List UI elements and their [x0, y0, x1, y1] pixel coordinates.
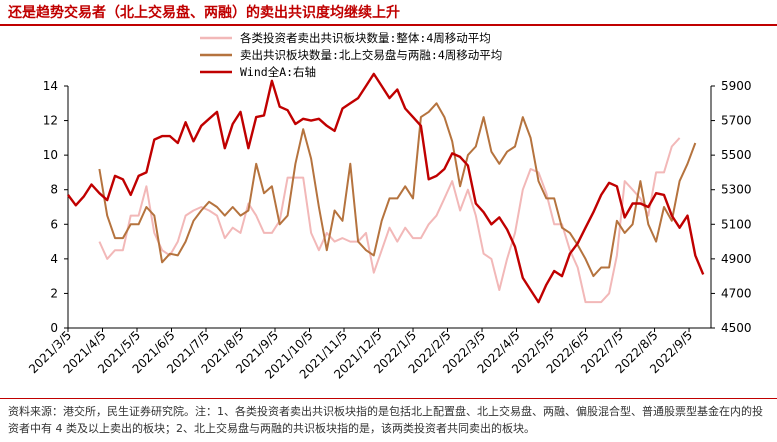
left-tick-label: 10 — [43, 148, 58, 162]
legend-label: Wind全A:右轴 — [240, 65, 316, 79]
overall-consensus-line — [98, 137, 681, 304]
footer-divider — [0, 398, 777, 399]
right-tick-label: 4700 — [721, 286, 752, 300]
left-tick-label: 0 — [50, 321, 58, 335]
left-tick-label: 6 — [50, 217, 58, 231]
northbound-margin-consensus-line — [98, 102, 697, 278]
chart-title: 还是趋势交易者（北上交易盘、两融）的卖出共识度均继续上升 — [8, 5, 400, 21]
left-tick-label: 8 — [50, 183, 58, 197]
left-tick-label: 4 — [50, 252, 58, 266]
line-chart: 0 2 4 6 8 10 12 14 4500 4700 4900 5100 5300 5500 5700 5… — [26, 31, 752, 382]
legend-label: 各类投资者卖出共识板块数量:整体:4周移动平均 — [240, 31, 491, 45]
left-tick-label: 2 — [50, 286, 58, 300]
legend: 各类投资者卖出共识板块数量:整体:4周移动平均卖出共识板块数量:北上交易盘与两融… — [200, 31, 502, 79]
right-tick-label: 4500 — [721, 321, 752, 335]
left-tick-label: 14 — [43, 79, 58, 93]
wind-all-a-line — [67, 72, 705, 304]
series-lines — [67, 72, 705, 304]
right-tick-label: 5300 — [721, 183, 752, 197]
source-note: 资料来源：港交所，民生证券研究院。注：1、各类投资者卖出共识板块指的是包括北上配… — [8, 405, 763, 435]
right-tick-label: 4900 — [721, 252, 752, 266]
right-tick-label: 5500 — [721, 148, 752, 162]
legend-label: 卖出共识板块数量:北上交易盘与两融:4周移动平均 — [240, 48, 502, 62]
right-tick-label: 5700 — [721, 114, 752, 128]
right-tick-label: 5900 — [721, 79, 752, 93]
right-tick-label: 5100 — [721, 217, 752, 231]
left-tick-label: 12 — [43, 114, 58, 128]
title-divider — [0, 24, 777, 26]
